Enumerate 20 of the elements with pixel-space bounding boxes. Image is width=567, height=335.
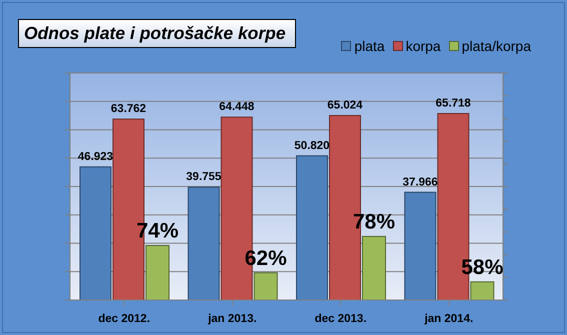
data-label: 37.966 (402, 176, 438, 188)
data-label: 46.923 (78, 150, 114, 163)
bar (404, 192, 436, 300)
bar (188, 186, 220, 300)
data-label: 50.820 (294, 140, 330, 152)
bar (296, 155, 328, 300)
x-tick-label: jan 2014. (424, 313, 474, 326)
x-tick-label: dec 2012. (98, 313, 150, 326)
data-label: 64.448 (219, 101, 255, 114)
data-label: 63.762 (110, 103, 146, 116)
chart-title: Odnos plate i potrošačke korpe (18, 19, 296, 48)
legend-label: plata (354, 38, 385, 54)
bar (80, 166, 112, 300)
legend-label: plata/korpa (462, 38, 531, 54)
legend-label: korpa (406, 38, 441, 54)
data-label: 65.718 (436, 98, 472, 110)
data-label: 65.024 (327, 99, 364, 112)
x-tick-label: dec 2013. (314, 313, 367, 326)
x-tick-label: jan 2013. (207, 313, 257, 326)
data-label: 39.755 (186, 171, 222, 184)
